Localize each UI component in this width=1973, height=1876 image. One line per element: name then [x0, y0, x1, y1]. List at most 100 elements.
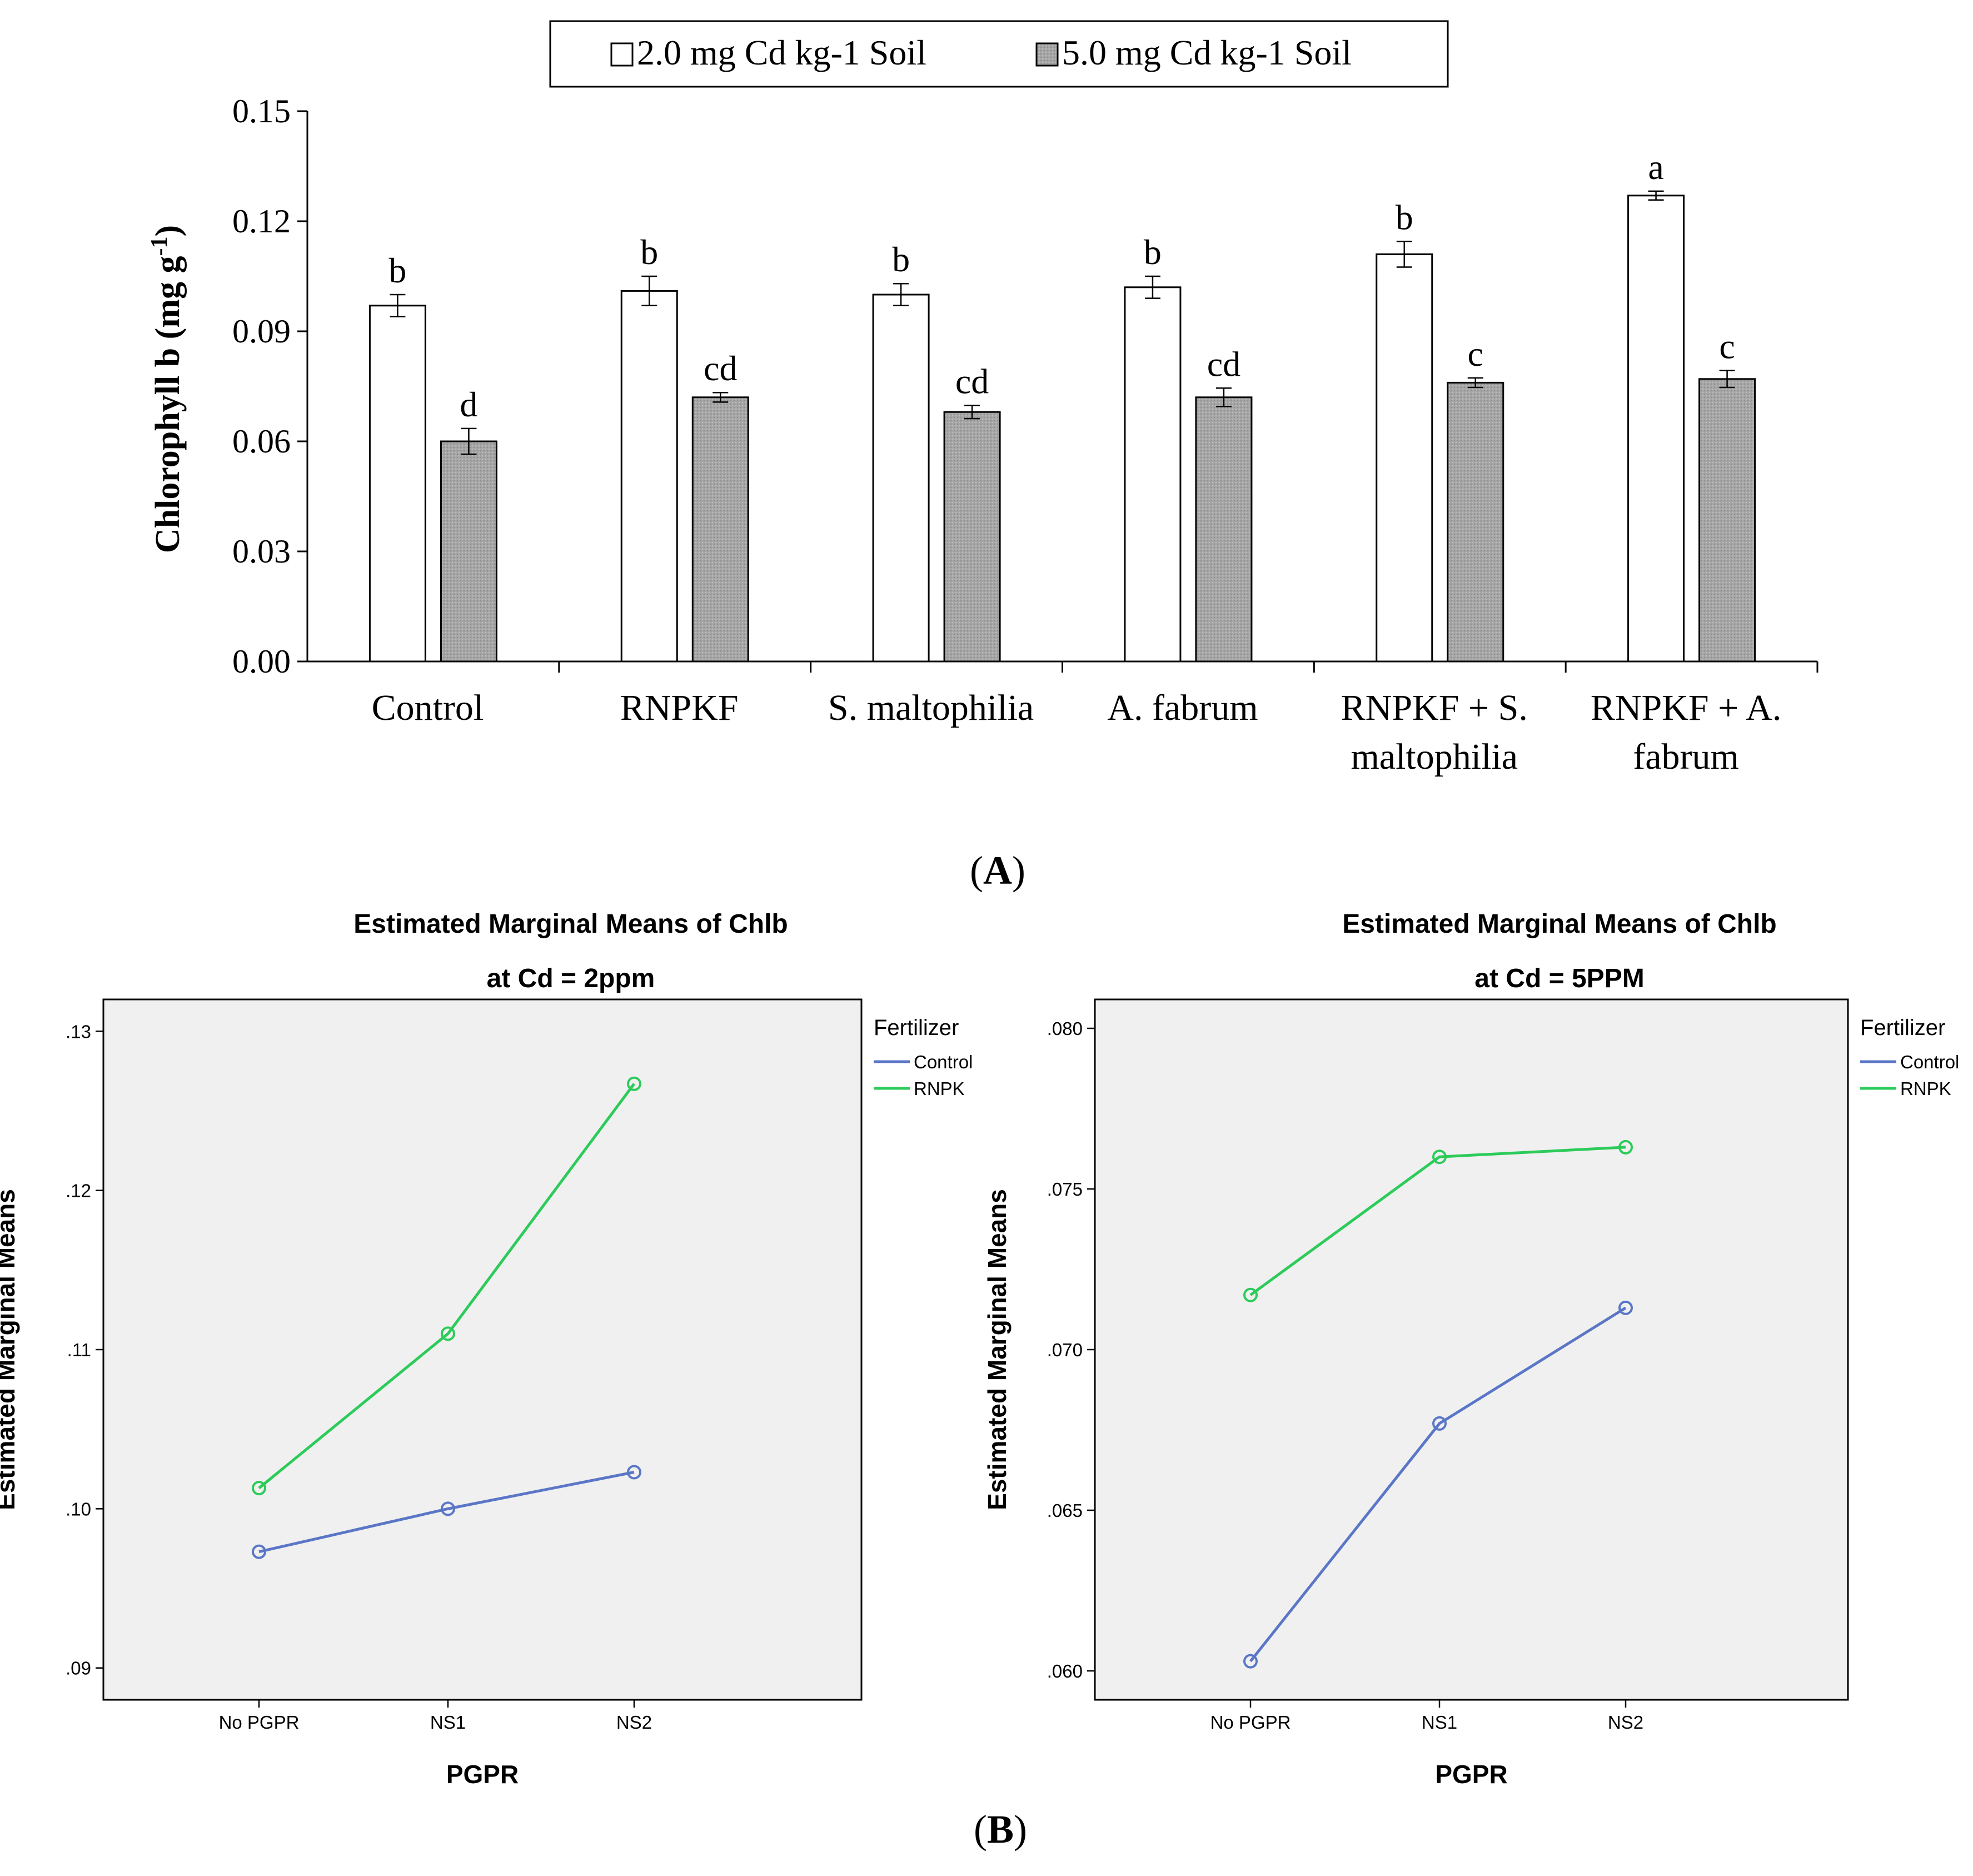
y-tick-label: .10: [66, 1499, 91, 1519]
y-axis-label: Estimated Marginal Means: [0, 1189, 20, 1510]
y-tick-label: .12: [66, 1181, 91, 1201]
legend-label: Control: [1900, 1052, 1959, 1072]
x-category-label: RNPKF + S.: [1341, 688, 1528, 728]
data-point-rnpk: [627, 1076, 641, 1091]
panel-b-label: (B): [974, 1807, 1027, 1852]
panel-b-label-part: (: [974, 1807, 987, 1852]
y-axis-label: Chlorophyll b (mg g-1): [147, 225, 187, 553]
panel-a-label-part: A: [983, 848, 1012, 893]
bar: [1698, 378, 1756, 663]
bar: [368, 305, 426, 663]
panel-a-label-part: (: [970, 848, 983, 893]
y-tick-label: 0.03: [232, 533, 291, 570]
x-category-label: Control: [372, 688, 484, 728]
chart-title-line2: at Cd = 2ppm: [487, 964, 655, 993]
legend-swatch: [610, 42, 634, 67]
significance-letter: d: [460, 385, 477, 424]
x-axis-label: PGPR: [1435, 1760, 1507, 1789]
bar: [1627, 195, 1685, 663]
plot-area: [102, 998, 863, 1701]
bar: [1447, 381, 1504, 663]
series-line-control: [1249, 1306, 1627, 1663]
legend-title: Fertilizer: [874, 1016, 959, 1040]
data-point-control: [1243, 1654, 1258, 1669]
plot-area: [1094, 998, 1849, 1701]
bar: [943, 411, 1001, 663]
data-point-rnpk: [1243, 1287, 1258, 1302]
legend-swatch: [1035, 42, 1059, 67]
x-tick-label: No PGPR: [219, 1712, 300, 1733]
y-tick-label: 0.06: [232, 423, 291, 460]
y-tick-label: .11: [67, 1340, 91, 1360]
bar: [691, 396, 749, 663]
legend-title: Fertilizer: [1860, 1016, 1945, 1040]
legend-label: RNPK: [1900, 1078, 1951, 1099]
x-tick-label: NS2: [616, 1712, 652, 1733]
data-point-control: [1432, 1416, 1447, 1431]
y-tick-label: 0.00: [232, 643, 291, 680]
panel-a-label: (A): [970, 848, 1025, 893]
data-point-rnpk: [1432, 1150, 1447, 1165]
x-tick-label: No PGPR: [1210, 1712, 1291, 1733]
significance-letter: c: [1468, 334, 1483, 374]
significance-letter: cd: [955, 361, 989, 401]
chart-title-line1: Estimated Marginal Means of Chlb: [1342, 909, 1776, 939]
data-point-rnpk: [441, 1326, 455, 1341]
series-line-rnpk: [258, 1083, 636, 1490]
panel-b-label-text: (B): [974, 1807, 1027, 1852]
bar: [440, 440, 497, 663]
line-chart-cd-5ppm: Estimated Marginal Means of Chlb at Cd = …: [983, 909, 1959, 1789]
y-tick-label: .065: [1047, 1500, 1083, 1521]
y-tick-label: .060: [1047, 1661, 1083, 1681]
significance-letter: b: [892, 240, 910, 279]
significance-letter: b: [388, 251, 406, 290]
data-point-control: [1618, 1300, 1633, 1315]
panel-a-label-part: ): [1012, 848, 1025, 893]
x-axis-label: PGPR: [446, 1760, 519, 1789]
series-line-rnpk: [1249, 1146, 1626, 1296]
legend-label: RNPK: [914, 1078, 965, 1099]
y-axis-label: Estimated Marginal Means: [983, 1189, 1012, 1510]
y-axis-label-suffix: ): [149, 225, 187, 237]
line-chart-cd-2ppm: Estimated Marginal Means of Chlb at Cd = …: [0, 909, 973, 1789]
data-point-rnpk: [252, 1481, 266, 1496]
significance-letter: c: [1719, 327, 1735, 366]
x-tick-label: NS1: [430, 1712, 466, 1733]
x-category-label: RNPKF + A.: [1591, 688, 1782, 728]
legend-box: [549, 20, 1449, 88]
significance-letter: cd: [1207, 344, 1240, 384]
legend-label: 2.0 mg Cd kg-1 Soil: [637, 33, 926, 72]
data-point-control: [627, 1465, 641, 1480]
bar: [872, 293, 930, 663]
y-tick-label: .13: [66, 1021, 91, 1042]
legend-label: 5.0 mg Cd kg-1 Soil: [1062, 33, 1352, 72]
x-category-label: RNPKF: [620, 688, 739, 728]
panel-b-label-part: B: [987, 1807, 1014, 1852]
data-point-rnpk: [1618, 1139, 1633, 1155]
y-tick-label: .075: [1047, 1179, 1083, 1200]
y-tick-label: 0.12: [232, 203, 291, 240]
x-category-label: fabrum: [1633, 737, 1739, 777]
significance-letter: b: [640, 232, 658, 272]
x-category-label: maltophilia: [1351, 737, 1518, 777]
y-axis-label-superscript: -1: [147, 237, 172, 256]
y-tick-label: 0.15: [232, 93, 291, 130]
data-point-control: [441, 1501, 455, 1516]
y-tick-label: 0.09: [232, 313, 291, 350]
x-category-label: A. fabrum: [1107, 688, 1258, 728]
x-category-label: S. maltophilia: [828, 688, 1034, 728]
bar: [1124, 286, 1182, 663]
y-tick-label: .09: [66, 1658, 91, 1679]
bar: [620, 290, 678, 663]
significance-letter: a: [1648, 147, 1663, 187]
y-tick-label: .080: [1047, 1018, 1083, 1039]
chart-title-line2: at Cd = 5PPM: [1474, 964, 1644, 993]
bar: [1195, 396, 1253, 663]
x-tick-label: NS1: [1422, 1712, 1457, 1733]
significance-letter: b: [1396, 197, 1413, 237]
x-tick-label: NS2: [1608, 1712, 1643, 1733]
bar-chart-panel-a: 2.0 mg Cd kg-1 Soil 5.0 mg Cd kg-1 Soil 0.…: [147, 20, 1818, 893]
data-point-control: [252, 1544, 266, 1559]
panel-b-label-part: ): [1014, 1807, 1027, 1852]
